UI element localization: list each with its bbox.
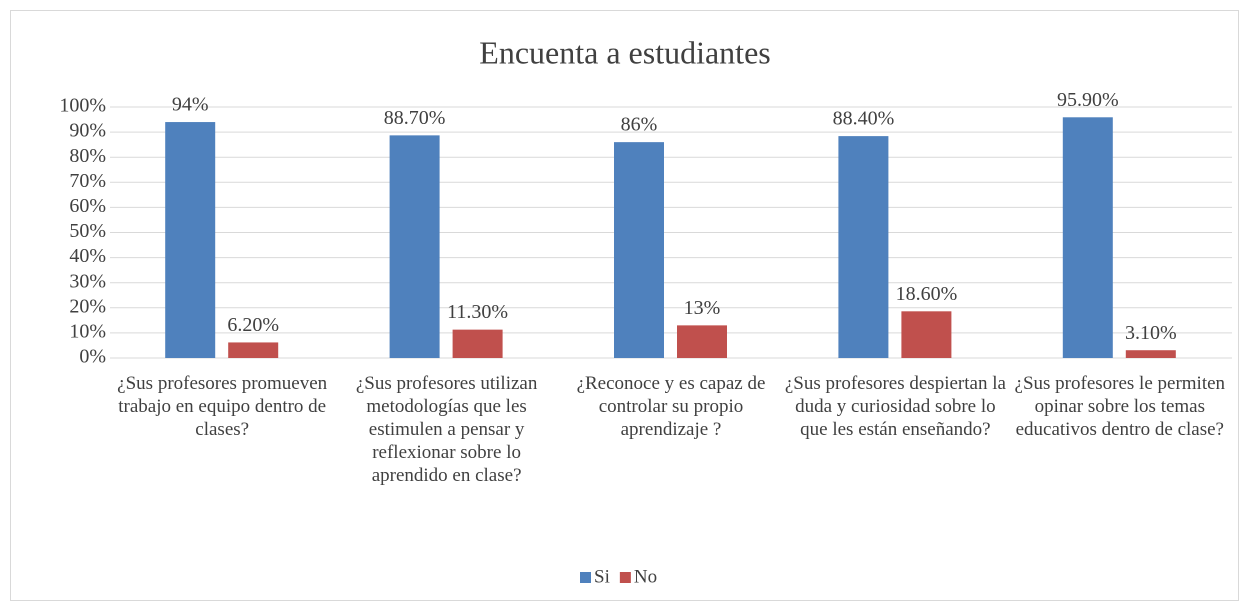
y-tick-label: 100% xyxy=(59,95,106,117)
y-tick-label: 90% xyxy=(69,120,106,142)
legend-swatch xyxy=(619,572,631,583)
data-label: 3.10% xyxy=(1125,322,1177,344)
x-tick-label: ¿Sus profesores promueven trabajo en equ… xyxy=(117,373,328,440)
bar xyxy=(1062,117,1113,358)
bar xyxy=(452,329,503,358)
y-tick-label: 60% xyxy=(69,195,106,217)
x-tick-label: ¿Reconoce y es capaz de controlar su pro… xyxy=(576,373,766,440)
chart-title: Encuenta a estudiantes xyxy=(479,34,770,70)
legend-swatch xyxy=(580,572,591,583)
bar xyxy=(165,122,216,358)
legend-label: No xyxy=(634,566,657,587)
data-label: 95.90% xyxy=(1057,89,1119,111)
data-label: 94% xyxy=(172,94,209,116)
data-label: 13% xyxy=(684,297,721,319)
y-tick-label: 50% xyxy=(69,220,106,242)
bar xyxy=(901,311,952,358)
x-tick-label: ¿Sus profesores despiertan la duda y cur… xyxy=(784,373,1006,440)
y-tick-label: 40% xyxy=(69,245,106,267)
y-tick-label: 20% xyxy=(69,295,106,317)
bar xyxy=(677,325,727,358)
y-tick-label: 10% xyxy=(69,320,106,342)
chart-border xyxy=(10,10,1239,601)
x-tick-label: ¿Sus profesores utilizan metodologías qu… xyxy=(355,373,538,486)
data-label: 86% xyxy=(621,114,658,136)
bar xyxy=(1125,350,1176,358)
bar xyxy=(838,136,889,358)
data-label: 88.40% xyxy=(833,108,895,130)
data-label: 88.70% xyxy=(384,107,446,129)
x-tick-label: ¿Sus profesores le permiten opinar sobre… xyxy=(1014,373,1226,440)
legend-label: Si xyxy=(594,566,610,587)
bar xyxy=(614,142,664,358)
data-label: 6.20% xyxy=(227,314,279,336)
y-tick-label: 70% xyxy=(69,170,106,192)
data-label: 18.60% xyxy=(896,283,958,305)
y-tick-label: 30% xyxy=(69,270,106,292)
data-label: 11.30% xyxy=(447,301,508,323)
bar xyxy=(228,342,279,358)
bar xyxy=(389,135,440,358)
y-tick-label: 0% xyxy=(79,346,106,368)
y-tick-label: 80% xyxy=(69,145,106,167)
